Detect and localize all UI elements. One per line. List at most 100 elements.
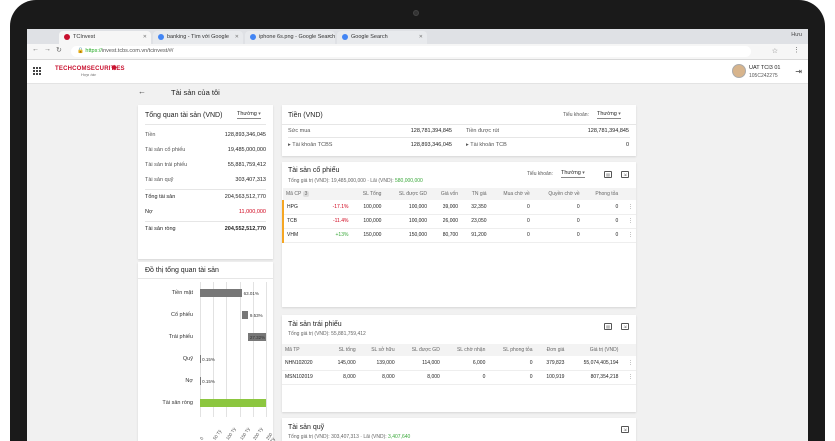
stock-tradable: 100,000 (384, 214, 430, 229)
overview-account-select[interactable]: Thường (237, 111, 261, 119)
tab-google-search[interactable]: Google Search ✕ (337, 31, 427, 44)
cash-account-select[interactable]: Thường (597, 111, 621, 119)
row-menu-icon[interactable]: ⋮ (621, 200, 636, 215)
stocks-card: Tài sản cổ phiếu Tổng giá trị (VND): 19,… (282, 162, 636, 307)
stocks-account-select[interactable]: Thường (561, 170, 585, 178)
stock-price: 91,200 (461, 228, 490, 243)
export-icon[interactable]: ⇲ (621, 323, 629, 330)
close-icon[interactable]: ✕ (418, 34, 423, 40)
tab-banking[interactable]: banking - Tìm với Google ✕ (153, 31, 243, 44)
bond-tradable: 8,000 (397, 370, 443, 385)
calendar-icon[interactable]: ▤ (604, 171, 612, 178)
stock-buy: 0 (489, 228, 533, 243)
close-icon[interactable]: ✕ (234, 34, 239, 40)
stock-buy: 0 (489, 200, 533, 215)
apps-grid-icon[interactable] (33, 67, 41, 75)
row-menu-icon[interactable]: ⋮ (621, 214, 636, 229)
techcom-logo[interactable]: TECHCOMSECURITIES Hợp tác (55, 66, 125, 77)
bond-pending: 0 (442, 370, 489, 385)
row-menu-icon[interactable]: ⋮ (621, 370, 636, 385)
export-icon[interactable]: ⇲ (621, 171, 629, 178)
tcb-account-toggle[interactable]: ▸ Tài khoản TCB (466, 142, 507, 148)
profile-chip[interactable]: Hưu (791, 32, 802, 38)
table-row[interactable]: NHN102020 145,000 139,000 114,000 6,000 … (282, 356, 636, 371)
table-row[interactable]: VHM +13% 150,000 150,000 80,700 91,200 0… (283, 228, 636, 243)
avatar[interactable] (732, 64, 746, 78)
tab-tcinvest[interactable]: TCInvest ✕ (59, 31, 151, 44)
browser-menu-icon[interactable]: ⋮ (793, 47, 800, 54)
stock-cost: 39,000 (430, 200, 462, 215)
chart-bar[interactable] (200, 289, 242, 297)
back-arrow-icon[interactable]: ← (32, 46, 39, 53)
chart-category-label: Nợ (185, 378, 193, 384)
table-row[interactable]: TCB -11.4% 100,000 100,000 26,000 23,050… (283, 214, 636, 229)
stock-price: 23,050 (461, 214, 490, 229)
bond-code: NHN102020 (282, 356, 327, 371)
forward-arrow-icon[interactable]: → (44, 46, 51, 53)
user-id: 105C242275 (749, 73, 778, 79)
tcbs-account-toggle[interactable]: ▸ Tài khoản TCBS (288, 142, 333, 148)
chart-bar[interactable] (200, 377, 201, 385)
stocks-col-buy: Mua chờ về (489, 188, 533, 200)
bond-blocked: 0 (488, 356, 536, 371)
close-icon[interactable]: ✕ (326, 34, 331, 40)
address-bar-row: ← → ↻ 🔒 https://invest.tcbs.com.vn/tcinv… (27, 44, 808, 60)
logo-text: TECHCOMSECURITIES (55, 66, 125, 72)
funds-profit: 3,407,640 (388, 434, 411, 440)
chart-tick-label: 0 (199, 435, 205, 441)
chart-data-label: 0.15% (202, 357, 215, 362)
export-icon[interactable]: ⇲ (621, 426, 629, 433)
back-arrow-icon[interactable]: ← (138, 87, 146, 96)
tab-iphone[interactable]: iphone 6s.png - Google Search ✕ (245, 31, 335, 44)
table-row[interactable]: HPG -17.1% 100,000 100,000 39,000 32,350… (283, 200, 636, 215)
divider (145, 189, 266, 190)
row-menu-icon[interactable]: ⋮ (621, 228, 636, 243)
stocks-account-label: Tiểu khoản: (527, 171, 553, 177)
stocks-col-code: Mã CP 3 (283, 188, 323, 200)
net-value: 204,552,512,770 (224, 226, 266, 232)
calendar-icon[interactable]: ▤ (604, 323, 612, 330)
close-icon[interactable]: ✕ (142, 34, 147, 40)
chart-category-label: Tiền mặt (171, 290, 193, 296)
purchasing-power-label: Sức mua (288, 128, 311, 134)
chart-tick-label: 100 Tỷ (225, 426, 238, 441)
chart-bar[interactable] (241, 311, 248, 319)
google-favicon-icon (250, 34, 256, 40)
row-menu-icon[interactable]: ⋮ (621, 356, 636, 371)
tab-strip: TCInvest ✕ banking - Tìm với Google ✕ ip… (27, 29, 808, 44)
bonds-col-pending: SL chờ nhận (442, 344, 489, 356)
stocks-table: Mã CP 3 SL Tổng SL được GD Giá vốn TN gi… (282, 188, 636, 243)
stocks-subtitle: Tổng giá trị (VND): 19,485,000,000 · Lãi… (288, 178, 423, 184)
chart-bar[interactable] (247, 333, 266, 341)
chart-data-label: 63.01% (243, 291, 259, 296)
bonds-col-code: Mã TP (282, 344, 327, 356)
bonds-col-owned: SL sở hữu (358, 344, 398, 356)
tcinvest-favicon-icon (64, 34, 70, 40)
tcb-account-label: Tài khoản TCB (470, 142, 507, 148)
chart-bar[interactable] (200, 355, 201, 363)
chart-tick-label: 200 Tỷ (251, 426, 264, 441)
stock-total: 100,000 (351, 200, 385, 215)
withdrawable-value: 128,781,394,845 (587, 128, 629, 134)
bond-owned: 139,000 (358, 356, 398, 371)
stocks-col-price: TN giá (461, 188, 490, 200)
funds-label: Tài sản quỹ (145, 177, 174, 183)
logout-icon[interactable]: ⇥ (795, 67, 802, 76)
chart-data-label: 9.53% (249, 313, 263, 318)
tcbs-account-value: 128,893,346,045 (410, 142, 452, 148)
tab-title: banking - Tìm với Google (167, 34, 229, 40)
url-input[interactable]: 🔒 https://invest.tcbs.com.vn/tcinvest/#/ (71, 46, 751, 57)
chart-category-label: Tài sản ròng (162, 400, 193, 406)
chart-bar[interactable] (200, 399, 266, 407)
divider (145, 124, 266, 125)
table-row[interactable]: MSN102019 8,000 8,000 8,000 0 0 100,919 … (282, 370, 636, 385)
reload-icon[interactable]: ↻ (56, 47, 62, 54)
cash-account-label: Tiểu khoản: (563, 112, 589, 118)
cash-title: Tiền (VND) (288, 112, 323, 119)
stock-change: -17.1% (322, 200, 352, 215)
chart-tick-label: 50 Tỷ (212, 428, 223, 441)
bookmark-star-icon[interactable]: ☆ (771, 48, 778, 55)
funds-subtitle: Tổng giá trị (VND): 303,407,313 · Lãi (V… (288, 434, 410, 440)
chart-data-label: 0.15% (202, 379, 215, 384)
